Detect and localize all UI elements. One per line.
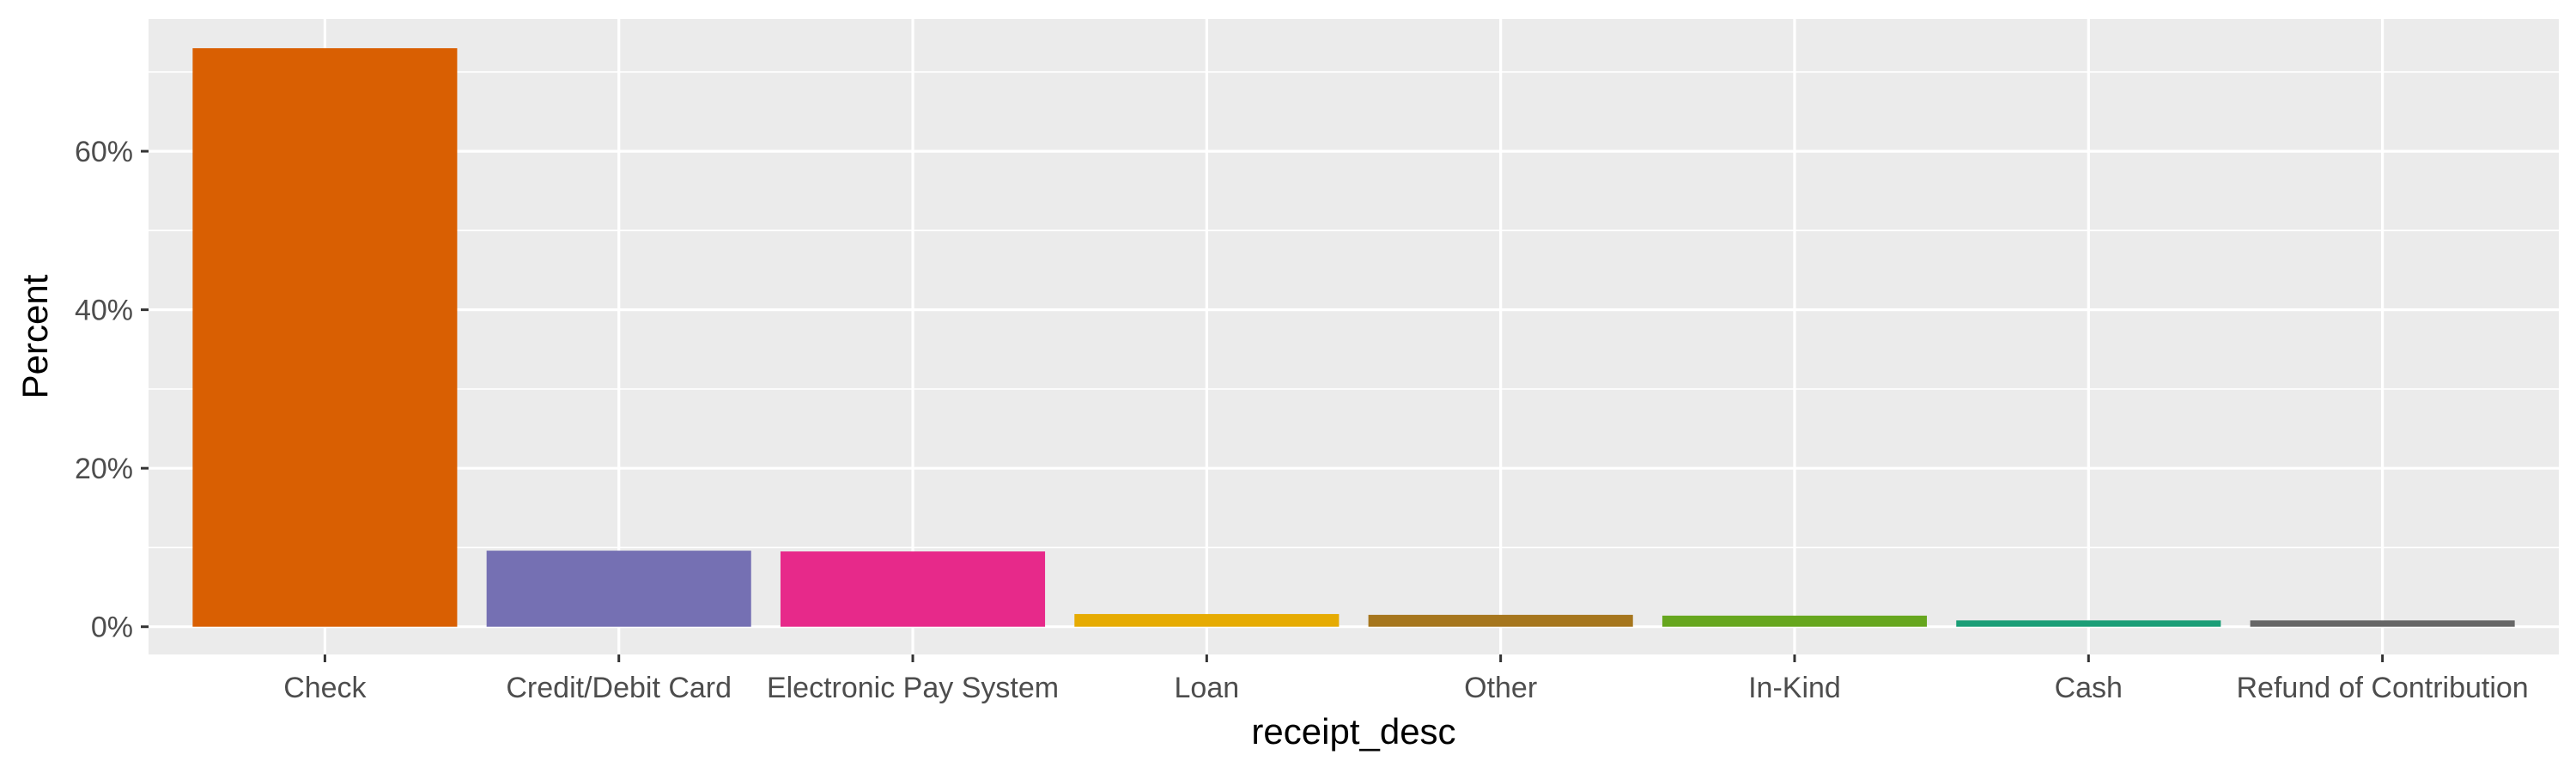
y-axis-title: Percent: [15, 274, 55, 399]
bar-other: [1368, 614, 1633, 627]
x-tick-label: Refund of Contribution: [2237, 672, 2529, 704]
bar-check: [192, 48, 458, 627]
bar-in-kind: [1662, 615, 1928, 627]
y-tick-label: 0%: [91, 612, 133, 644]
y-tick-label: 40%: [75, 295, 133, 327]
x-tick-label: Other: [1464, 672, 1537, 704]
x-tick-label: Loan: [1175, 672, 1240, 704]
y-tick-label: 60%: [75, 136, 133, 168]
x-tick-label: Check: [283, 672, 367, 704]
x-axis-ticks: Check Credit/Debit Card Electronic Pay Sys…: [283, 654, 2529, 704]
bars: [192, 48, 2515, 627]
bar-loan: [1074, 613, 1340, 627]
plot-panel: [149, 19, 2559, 654]
x-tick-label: Electronic Pay System: [767, 672, 1059, 704]
x-tick-label: In-Kind: [1748, 672, 1841, 704]
x-tick-label: Cash: [2055, 672, 2123, 704]
y-axis-ticks: 0% 20% 40% 60%: [75, 136, 149, 644]
x-axis-title: receipt_desc: [1251, 711, 1455, 752]
bar-electronic-pay-system: [780, 551, 1046, 627]
bar-credit-debit-card: [486, 551, 751, 627]
y-tick-label: 20%: [75, 453, 133, 485]
bar-cash: [1956, 620, 2221, 627]
x-tick-label: Credit/Debit Card: [506, 672, 732, 704]
bar-refund-of-contribution: [2250, 620, 2515, 627]
